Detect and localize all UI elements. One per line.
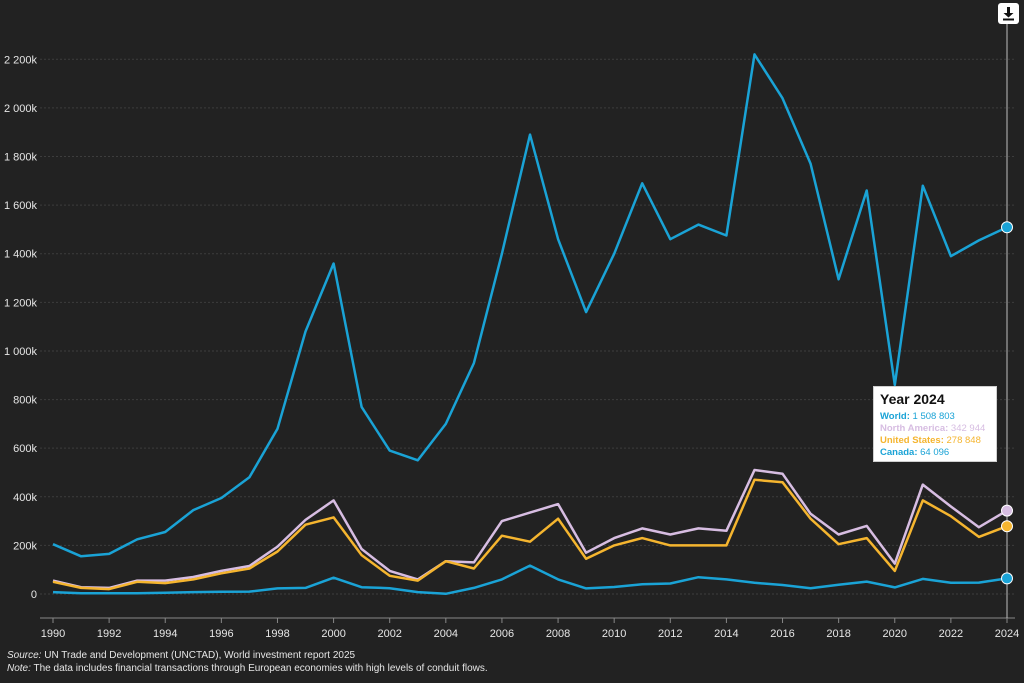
series-line-canada[interactable]: [52, 564, 1008, 596]
tooltip-row-north-america: North America: 342 944: [880, 423, 990, 435]
tooltip: Year 2024 World: 1 508 803 North America…: [873, 386, 997, 462]
series-lines: [52, 53, 1008, 596]
x-tick-label: 2020: [883, 628, 907, 640]
source-line: Source: UN Trade and Development (UNCTAD…: [7, 649, 488, 662]
tooltip-row-world: World: 1 508 803: [880, 411, 990, 423]
note-label: Note:: [7, 663, 31, 674]
x-tick-label: 2012: [658, 628, 682, 640]
tooltip-label: World:: [880, 411, 910, 422]
x-tick-label: 1992: [97, 628, 121, 640]
y-tick-label: 2 200k: [4, 54, 38, 66]
y-axis: 0 200k 400k 600k 800k 1 000k 1 200k 1 400k 1 600…: [4, 54, 38, 601]
x-tick-label: 2002: [377, 628, 401, 640]
tooltip-row-canada: Canada: 64 096: [880, 447, 990, 459]
y-tick-label: 1 200k: [4, 297, 38, 309]
y-tick-label: 2 000k: [4, 103, 38, 115]
x-tick-label: 2022: [939, 628, 963, 640]
y-tick-label: 1 800k: [4, 152, 38, 164]
y-tick-label: 1 000k: [4, 346, 38, 358]
x-tick-label: 2004: [434, 628, 458, 640]
series-line-world[interactable]: [52, 53, 1008, 558]
gridlines: [40, 58, 1015, 595]
y-tick-label: 400k: [13, 492, 37, 504]
marker-world[interactable]: [1001, 221, 1013, 234]
series-line-north-america[interactable]: [52, 468, 1008, 590]
x-tick-label: 2014: [714, 628, 738, 640]
x-tick-label: 1996: [209, 628, 233, 640]
x-tick-label: 1994: [153, 628, 177, 640]
tooltip-value: 342 944: [950, 423, 986, 434]
x-tick-label: 2016: [770, 628, 794, 640]
x-tick-label: 2018: [826, 628, 850, 640]
marker-united-states[interactable]: [1001, 520, 1013, 533]
tooltip-value: 1 508 803: [912, 411, 955, 422]
tooltip-row-united-states: United States: 278 848: [880, 435, 990, 447]
x-tick-label: 1998: [265, 628, 289, 640]
marker-north-america[interactable]: [1001, 504, 1013, 517]
highlight-markers: [1001, 221, 1013, 585]
source-label: Source:: [7, 650, 42, 661]
tooltip-value: 278 848: [946, 435, 981, 446]
y-tick-label: 600k: [13, 443, 37, 455]
y-tick-label: 1 600k: [4, 200, 38, 212]
tooltip-label: Canada:: [880, 447, 918, 458]
series-line-united-states[interactable]: [52, 478, 1008, 591]
footer: Source: UN Trade and Development (UNCTAD…: [7, 649, 488, 675]
tooltip-title: Year 2024: [880, 391, 945, 407]
y-tick-label: 1 400k: [4, 249, 38, 261]
x-tick-label: 2024: [995, 628, 1019, 640]
y-tick-label: 800k: [13, 395, 37, 407]
x-axis: 1990 1992 1994 1996 1998 2000 2002 2004 2006 2008…: [40, 617, 1019, 640]
tooltip-value: 64 096: [920, 447, 950, 458]
x-tick-label: 2000: [321, 628, 345, 640]
y-tick-label: 0: [31, 589, 37, 601]
x-tick-label: 1990: [41, 628, 65, 640]
download-button[interactable]: [998, 3, 1019, 24]
x-tick-label: 2010: [602, 628, 626, 640]
note-text: The data includes financial transactions…: [30, 663, 488, 674]
tooltip-label: United States:: [880, 435, 944, 446]
y-tick-label: 200k: [13, 540, 37, 552]
x-tick-label: 2008: [546, 628, 570, 640]
x-tick-label: 2006: [490, 628, 514, 640]
download-icon: [1003, 7, 1014, 21]
note-line: Note: The data includes financial transa…: [7, 662, 488, 675]
marker-canada[interactable]: [1001, 572, 1013, 585]
tooltip-label: North America:: [880, 423, 949, 434]
source-text: UN Trade and Development (UNCTAD), World…: [41, 650, 356, 661]
